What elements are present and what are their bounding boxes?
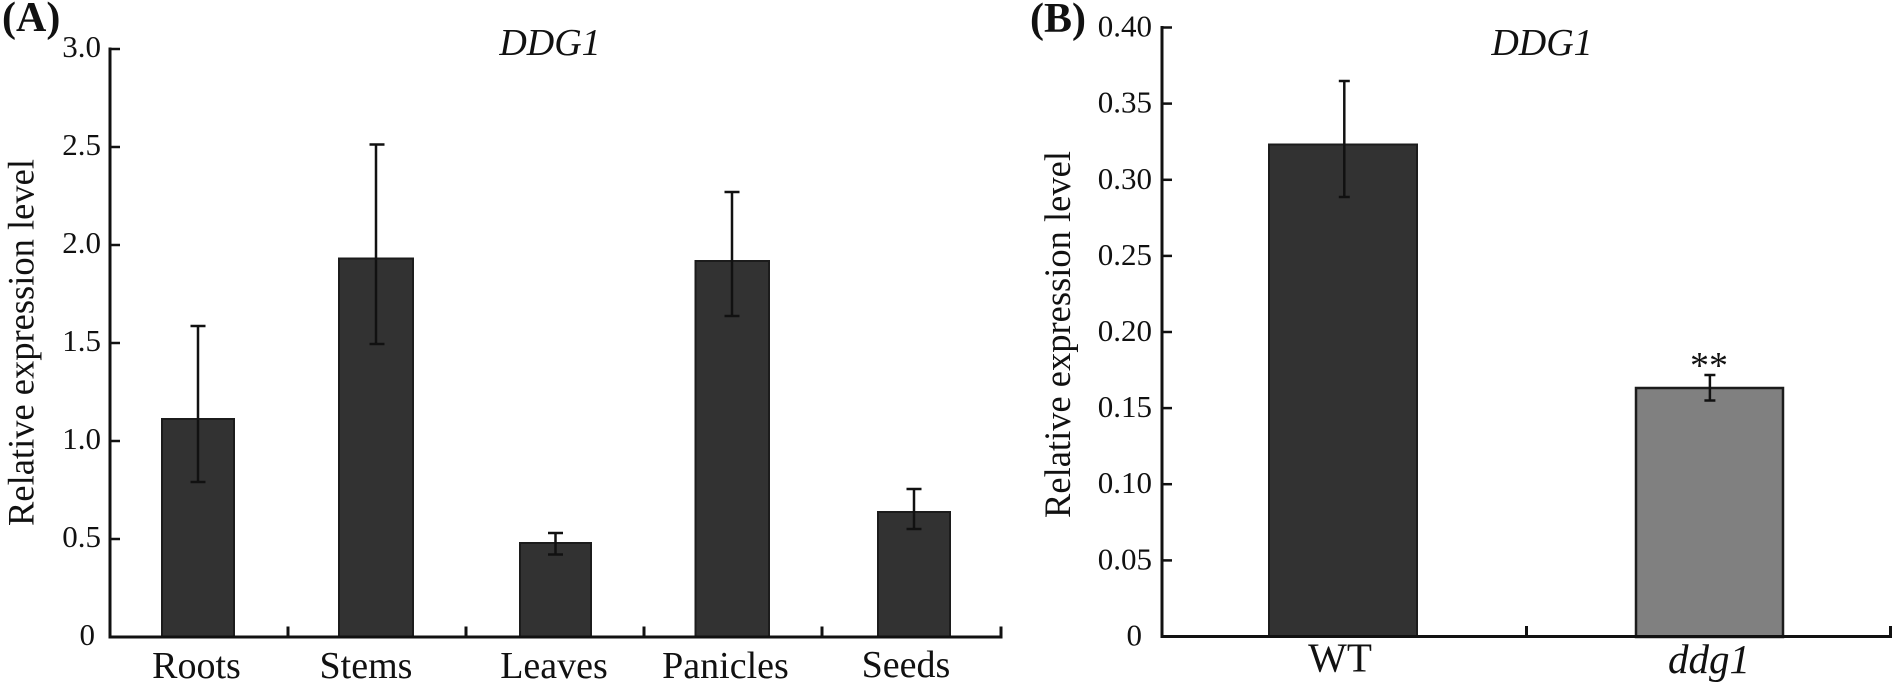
svg-text:DDG1: DDG1 xyxy=(1490,22,1592,64)
svg-text:0.30: 0.30 xyxy=(1098,161,1152,196)
svg-text:0.05: 0.05 xyxy=(1098,541,1152,576)
svg-text:Panicles: Panicles xyxy=(662,645,789,687)
svg-text:0: 0 xyxy=(1127,618,1143,653)
svg-text:Relative expression level: Relative expression level xyxy=(1037,151,1078,518)
svg-text:Roots: Roots xyxy=(152,645,241,687)
svg-text:0.15: 0.15 xyxy=(1098,389,1152,424)
svg-text:(A): (A) xyxy=(2,0,60,41)
svg-text:(B): (B) xyxy=(1030,0,1086,42)
svg-text:2.0: 2.0 xyxy=(62,225,101,260)
svg-text:Seeds: Seeds xyxy=(862,644,951,686)
svg-text:0.20: 0.20 xyxy=(1098,313,1152,348)
svg-text:Relative expression level: Relative expression level xyxy=(1,159,42,526)
svg-text:0.25: 0.25 xyxy=(1098,237,1152,272)
svg-text:0: 0 xyxy=(80,617,96,652)
svg-text:**: ** xyxy=(1690,345,1728,387)
svg-text:0.10: 0.10 xyxy=(1098,465,1152,500)
svg-text:1.0: 1.0 xyxy=(62,421,101,456)
svg-text:ddg1: ddg1 xyxy=(1668,636,1750,682)
svg-text:0.35: 0.35 xyxy=(1098,85,1152,120)
svg-text:WT: WT xyxy=(1308,635,1372,681)
svg-text:0.5: 0.5 xyxy=(62,519,101,554)
svg-text:Stems: Stems xyxy=(320,645,413,687)
svg-text:3.0: 3.0 xyxy=(62,29,101,64)
svg-text:DDG1: DDG1 xyxy=(498,22,600,64)
svg-text:0.40: 0.40 xyxy=(1098,9,1152,44)
svg-text:2.5: 2.5 xyxy=(62,127,101,162)
svg-text:Leaves: Leaves xyxy=(500,645,608,687)
svg-text:1.5: 1.5 xyxy=(62,323,101,358)
